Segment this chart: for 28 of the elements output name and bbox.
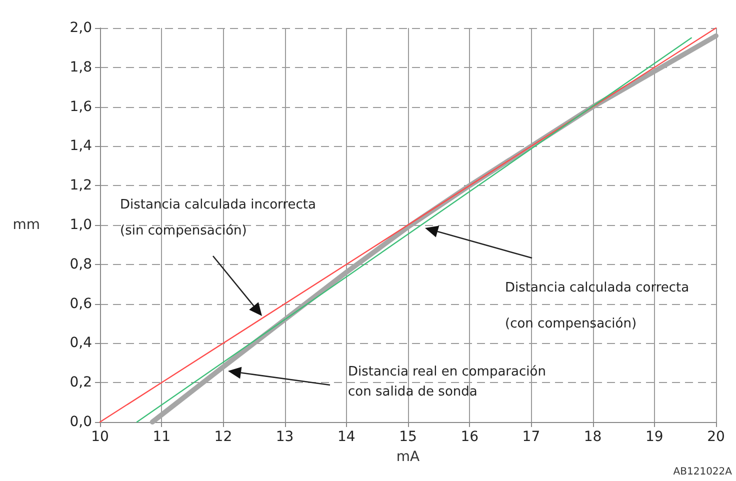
x-tick-label: 13 [276, 429, 294, 445]
y-tick-label: 1,4 [70, 138, 92, 154]
y-tick-label: 1,0 [70, 217, 92, 233]
x-tick-label: 10 [91, 429, 109, 445]
x-tick-label: 15 [399, 429, 417, 445]
x-axis-title: mA [396, 449, 420, 465]
x-tick-label: 18 [584, 429, 602, 445]
y-tick-label: 0,4 [70, 335, 92, 352]
x-tick-label: 14 [337, 429, 356, 445]
y-tick-label: 2,0 [70, 20, 92, 36]
y-axis-title: mm [12, 217, 40, 233]
text: AB121022A [673, 466, 732, 478]
annotation: Distancia real en comparación con salida de sonda [348, 364, 546, 400]
y-tick-label: 0,8 [70, 256, 92, 272]
x-tick-label: 16 [460, 429, 479, 445]
text: Distancia calculada correcta (con compensación) [505, 280, 690, 332]
y-tick-label: 1,2 [70, 178, 92, 194]
x-tick-label: 11 [152, 429, 171, 445]
x-tick-label: 17 [522, 429, 540, 445]
y-tick-label: 1,6 [70, 98, 92, 115]
y-tick-label: 0,2 [70, 374, 92, 391]
x-tick-label: 20 [707, 429, 725, 445]
annotation: Distancia calculada incorrecta (sin compensación) [120, 198, 316, 238]
y-tick-label: 1,8 [70, 59, 92, 76]
y-tick-label: 0,6 [70, 296, 92, 312]
x-tick-label: 19 [645, 429, 664, 445]
x-tick-label: 12 [214, 429, 232, 445]
y-tick-label: 0,0 [70, 414, 92, 430]
